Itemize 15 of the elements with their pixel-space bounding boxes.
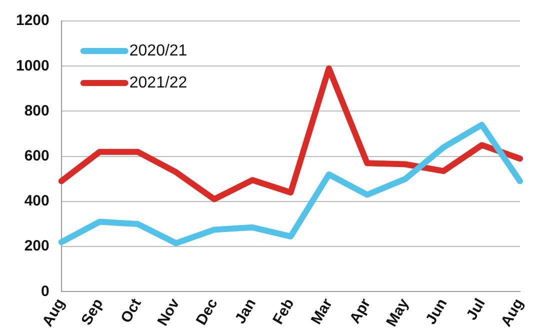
y-tick-label: 600 [24,148,50,165]
legend-label: 2021/22 [129,74,188,92]
x-tick-label: Jun [422,296,451,328]
x-tick-label: Oct [118,296,145,326]
x-tick-label: Jul [463,296,489,324]
y-tick-label: 1000 [16,57,50,74]
x-tick-label: Sep [78,296,107,328]
x-tick-label: Feb [270,296,298,328]
x-tick-label: Jan [232,296,260,327]
y-tick-label: 800 [24,102,50,120]
y-tick-label: 400 [24,192,50,210]
y-tick-label: 200 [24,238,50,255]
legend-label: 2020/21 [129,42,188,60]
y-tick-label: 0 [41,282,50,300]
y-tick-label: 1200 [16,12,50,30]
